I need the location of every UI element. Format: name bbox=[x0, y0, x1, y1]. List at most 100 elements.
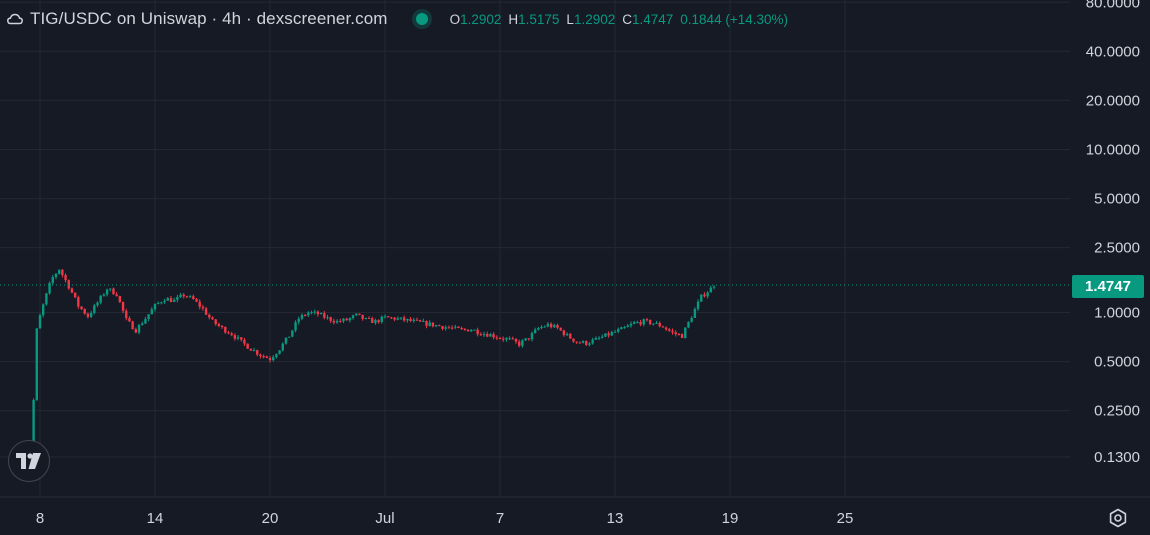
cloud-icon bbox=[7, 13, 23, 25]
candle-body bbox=[543, 326, 546, 328]
candle-body bbox=[345, 318, 348, 321]
candle-body bbox=[511, 338, 514, 340]
candle-body bbox=[176, 296, 179, 300]
y-tick-label: 5.0000 bbox=[1094, 191, 1140, 208]
candle-body bbox=[224, 327, 227, 333]
candle-body bbox=[326, 317, 329, 319]
candle-body bbox=[661, 326, 665, 328]
candle-body bbox=[262, 356, 265, 358]
candle-body bbox=[409, 318, 412, 322]
candle-body bbox=[192, 296, 195, 299]
candle-body bbox=[632, 322, 636, 324]
candle-body bbox=[460, 328, 463, 330]
candle-body bbox=[128, 318, 131, 322]
candle-body bbox=[342, 318, 345, 322]
candle-body bbox=[57, 269, 61, 274]
candle-body bbox=[680, 334, 684, 339]
candle-body bbox=[562, 330, 566, 336]
candle-body bbox=[153, 303, 157, 310]
x-tick-label: 20 bbox=[262, 510, 279, 527]
candle-body bbox=[422, 320, 425, 322]
candle-body bbox=[393, 317, 396, 320]
candle-body bbox=[230, 333, 233, 336]
candle-body bbox=[121, 301, 125, 311]
candle-body bbox=[597, 337, 601, 339]
candle-body bbox=[243, 339, 246, 344]
candle-body bbox=[227, 332, 230, 334]
x-tick-label: Jul bbox=[375, 510, 394, 527]
candle-body bbox=[271, 357, 275, 361]
candle-body bbox=[613, 331, 617, 333]
candle-body bbox=[489, 334, 492, 337]
change-value: 0.1844 (+14.30%) bbox=[680, 11, 788, 27]
candle-body bbox=[514, 338, 518, 342]
candle-body bbox=[156, 302, 160, 304]
y-tick-label: 20.0000 bbox=[1086, 92, 1140, 109]
candle-body bbox=[179, 294, 182, 297]
ohlc-values: O 1.2902 H 1.5175 L 1.2902 C 1.4747 0.18… bbox=[450, 12, 788, 27]
candle-body bbox=[137, 325, 141, 333]
candle-body bbox=[492, 334, 495, 338]
candle-body bbox=[41, 304, 45, 316]
candle-body bbox=[418, 320, 422, 322]
candle-body bbox=[610, 332, 614, 336]
candle-body bbox=[214, 319, 217, 325]
candle-body bbox=[217, 324, 221, 326]
candle-body bbox=[351, 315, 355, 318]
x-tick-label: 13 bbox=[607, 510, 624, 527]
candle-body bbox=[415, 319, 419, 321]
candle-body bbox=[86, 313, 90, 317]
candle-body bbox=[323, 313, 326, 318]
y-tick-label: 2.5000 bbox=[1094, 240, 1140, 257]
candle-body bbox=[144, 319, 147, 324]
y-tick-label: 0.2500 bbox=[1094, 403, 1140, 420]
candle-body bbox=[664, 327, 668, 330]
candle-body bbox=[687, 321, 690, 328]
candle-body bbox=[581, 340, 585, 343]
candle-body bbox=[674, 332, 677, 335]
candle-body bbox=[77, 297, 80, 307]
x-tick-label: 25 bbox=[837, 510, 854, 527]
candle-body bbox=[406, 318, 409, 321]
candle-body bbox=[495, 337, 499, 339]
candle-body bbox=[457, 326, 460, 329]
candle-body bbox=[463, 328, 467, 330]
candle-body bbox=[125, 310, 128, 319]
candle-body bbox=[505, 338, 508, 340]
x-tick-label: 7 bbox=[496, 510, 504, 527]
candle-body bbox=[444, 327, 447, 329]
candle-body bbox=[80, 306, 83, 310]
candle-body bbox=[438, 325, 441, 327]
candle-body bbox=[249, 348, 253, 351]
candle-body bbox=[278, 350, 281, 354]
gear-icon[interactable] bbox=[1108, 508, 1128, 528]
candle-body bbox=[48, 282, 51, 294]
candle-body bbox=[712, 286, 716, 288]
candle-body bbox=[102, 294, 106, 296]
candle-body bbox=[482, 333, 486, 336]
tradingview-logo-icon[interactable] bbox=[8, 440, 50, 482]
y-tick-label: 1.0000 bbox=[1094, 305, 1140, 322]
candle-body bbox=[524, 338, 527, 341]
candle-body bbox=[287, 336, 291, 338]
candle-body bbox=[70, 288, 74, 293]
candle-body bbox=[700, 294, 703, 302]
candle-body bbox=[61, 269, 64, 276]
low-key: L bbox=[566, 11, 574, 27]
candle-body bbox=[141, 323, 144, 326]
candle-body bbox=[639, 321, 642, 325]
candle-body bbox=[54, 273, 58, 278]
y-tick-label: 0.5000 bbox=[1094, 354, 1140, 371]
candle-body bbox=[188, 296, 192, 298]
candle-body bbox=[208, 314, 211, 318]
candle-body bbox=[252, 350, 256, 352]
candle-body bbox=[607, 333, 610, 336]
candle-body bbox=[402, 317, 406, 321]
candle-body bbox=[383, 316, 387, 318]
candle-body bbox=[565, 333, 569, 336]
candle-body bbox=[434, 325, 438, 327]
high-key: H bbox=[508, 11, 519, 27]
candle-body bbox=[185, 296, 189, 298]
